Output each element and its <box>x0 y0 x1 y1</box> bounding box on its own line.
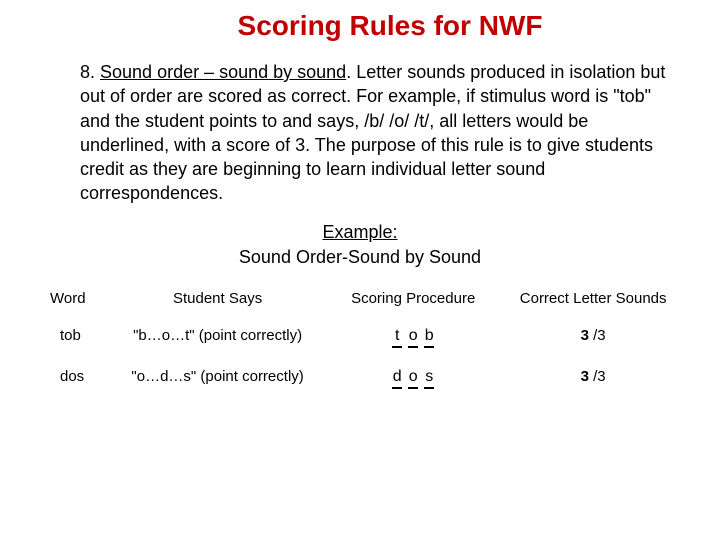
cell-score: 3 /3 <box>496 362 690 403</box>
example-table: Word Student Says Scoring Procedure Corr… <box>30 286 690 403</box>
cell-score: 3 /3 <box>496 321 690 362</box>
example-label: Example: <box>30 222 690 243</box>
col-header-proc: Scoring Procedure <box>330 286 496 321</box>
col-header-says: Student Says <box>105 286 330 321</box>
cell-proc: d o s <box>330 362 496 403</box>
cell-word: tob <box>30 321 105 362</box>
scoring-letter: o <box>408 368 418 389</box>
table-row: tob "b…o…t" (point correctly) t o b 3 /3 <box>30 321 690 362</box>
cell-word: dos <box>30 362 105 403</box>
cell-says: "o…d…s" (point correctly) <box>105 362 330 403</box>
scoring-letter: d <box>392 368 402 389</box>
scoring-letter: o <box>408 327 418 348</box>
page-title: Scoring Rules for NWF <box>90 10 690 42</box>
example-subtitle: Sound Order-Sound by Sound <box>30 247 690 268</box>
rule-paragraph: 8. Sound order – sound by sound. Letter … <box>80 60 670 206</box>
scoring-letter: t <box>392 327 402 348</box>
cell-says: "b…o…t" (point correctly) <box>105 321 330 362</box>
col-header-cls: Correct Letter Sounds <box>496 286 690 321</box>
rule-heading: Sound order – sound by sound <box>100 62 346 82</box>
cell-proc: t o b <box>330 321 496 362</box>
col-header-word: Word <box>30 286 105 321</box>
rule-body: . Letter sounds produced in isolation bu… <box>80 62 665 203</box>
scoring-letter: s <box>424 368 434 389</box>
rule-number: 8. <box>80 62 100 82</box>
scoring-letter: b <box>424 327 434 348</box>
table-row: dos "o…d…s" (point correctly) d o s 3 /3 <box>30 362 690 403</box>
